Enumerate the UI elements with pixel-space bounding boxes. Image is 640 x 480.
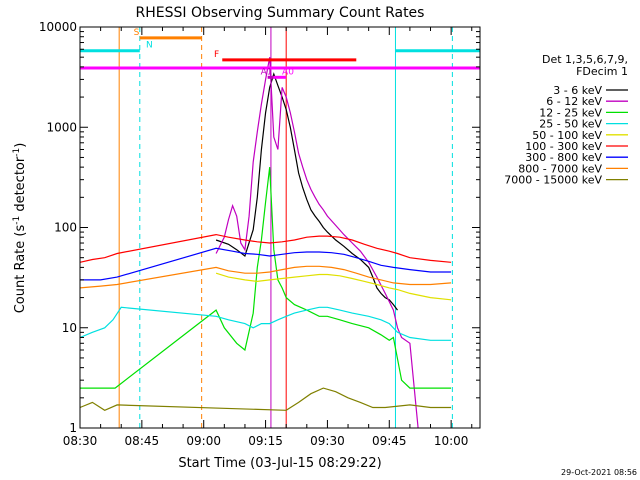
series-line-5 bbox=[79, 233, 452, 263]
y-axis-label-end: ) bbox=[13, 143, 28, 148]
y-axis-label: Count Rate (s-1 detector-1) bbox=[12, 143, 28, 314]
flag-label-5: A1 bbox=[261, 67, 273, 77]
y-tick-label-2: 100 bbox=[54, 221, 77, 235]
y-axis-label-sup2: -1 bbox=[12, 148, 22, 157]
series-line-1 bbox=[215, 57, 419, 429]
legend-label-5: 100 - 300 keV bbox=[525, 140, 602, 153]
legend-label-1: 6 - 12 keV bbox=[546, 95, 602, 108]
vertical-markers bbox=[79, 27, 453, 428]
y-axis-ticks: 1 10 100 1000 10000 bbox=[39, 20, 480, 435]
flag-label-6: A0 bbox=[282, 67, 294, 77]
x-tick-label-3: 09:15 bbox=[248, 434, 283, 448]
series-line-2 bbox=[80, 167, 452, 389]
y-axis-label-main: Count Rate (s bbox=[13, 225, 28, 314]
legend-label-8: 7000 - 15000 keV bbox=[504, 174, 602, 187]
x-tick-label-0: 08:30 bbox=[63, 434, 98, 448]
y-tick-label-0: 1 bbox=[69, 421, 77, 435]
y-tick-label-3: 1000 bbox=[46, 120, 77, 134]
series-line-0 bbox=[215, 72, 398, 311]
legend-label-6: 300 - 800 keV bbox=[525, 151, 602, 164]
flag-label-1: N bbox=[146, 41, 153, 51]
legend-label-2: 12 - 25 keV bbox=[539, 106, 602, 119]
flag-label-0: S bbox=[134, 28, 140, 38]
series-line-8 bbox=[79, 387, 452, 411]
series-line-6 bbox=[80, 247, 452, 281]
y-tick-label-1: 10 bbox=[62, 321, 77, 335]
series-line-4 bbox=[215, 272, 452, 301]
y-axis-label-mid: detector bbox=[13, 156, 28, 216]
legend-label-3: 25 - 50 keV bbox=[539, 118, 602, 131]
footer-date: 29-Oct-2021 08:56 bbox=[561, 468, 637, 477]
x-tick-label-5: 09:45 bbox=[372, 434, 407, 448]
y-axis-label-sup1: -1 bbox=[12, 216, 22, 225]
x-axis-label: Start Time (03-Jul-15 08:29:22) bbox=[178, 456, 381, 471]
legend-header-1: FDecim 1 bbox=[576, 65, 628, 78]
series-lines bbox=[79, 57, 452, 429]
legend-label-7: 800 - 7000 keV bbox=[518, 162, 602, 175]
flag-label-3: F bbox=[214, 50, 219, 60]
legend-label-4: 50 - 100 keV bbox=[532, 129, 602, 142]
flag-bars: SN F A1 A0 bbox=[80, 28, 480, 79]
x-tick-label-4: 09:30 bbox=[310, 434, 345, 448]
y-tick-label-4: 10000 bbox=[39, 20, 77, 34]
x-tick-label-1: 08:45 bbox=[125, 434, 160, 448]
x-axis-ticks: 08:30 08:45 09:00 09:15 09:30 09:45 10:00 bbox=[63, 27, 473, 448]
legend-header-0: Det 1,3,5,6,7,9, bbox=[542, 53, 628, 66]
x-tick-label-2: 09:00 bbox=[186, 434, 221, 448]
series-line-3 bbox=[79, 306, 452, 341]
chart-title: RHESSI Observing Summary Count Rates bbox=[136, 5, 425, 21]
series-line-7 bbox=[79, 265, 452, 289]
x-tick-label-6: 10:00 bbox=[434, 434, 469, 448]
legend-label-0: 3 - 6 keV bbox=[553, 84, 602, 97]
